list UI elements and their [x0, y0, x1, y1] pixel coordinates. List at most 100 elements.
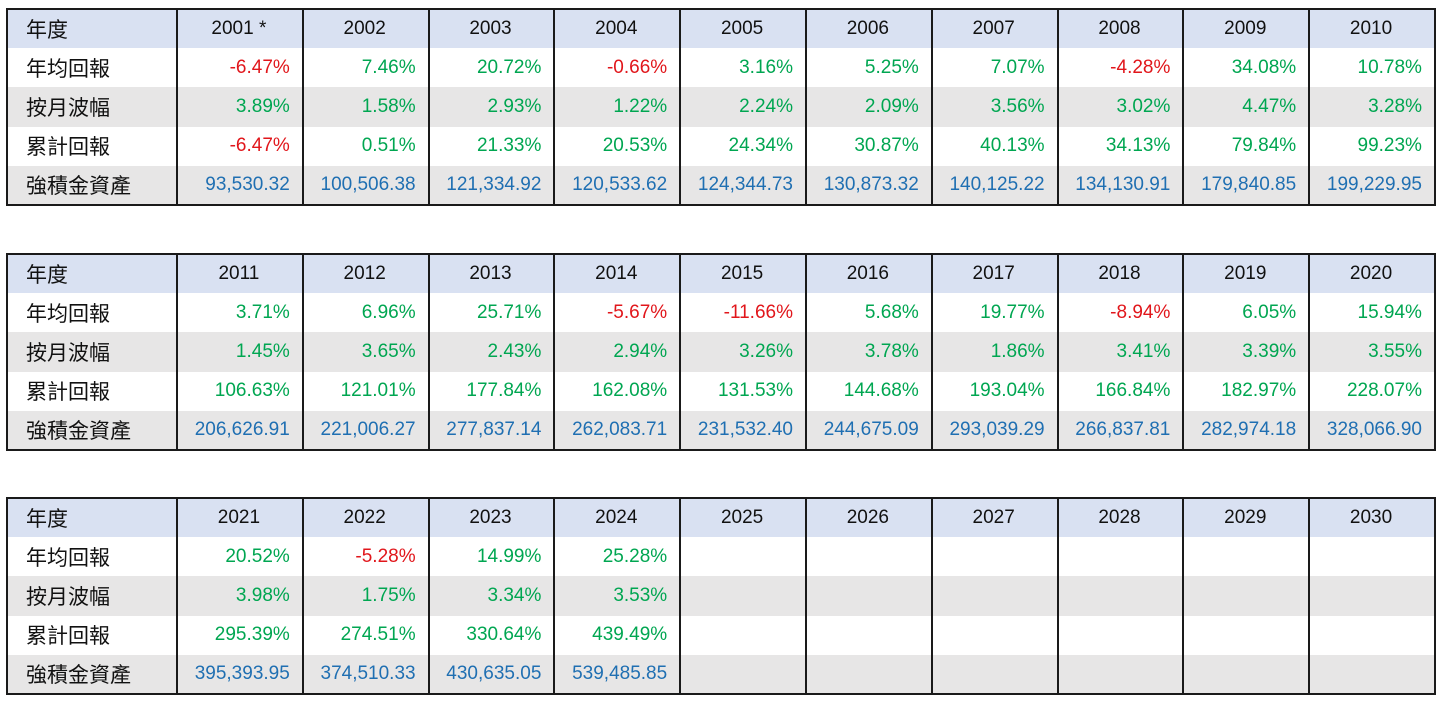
value-cell: 140,125.22: [931, 165, 1059, 205]
mpf-asset-row: 強積金資產 395,393.95 374,510.33 430,635.05 539,4…: [7, 654, 1435, 694]
value-cell: 231,532.40: [680, 410, 807, 450]
value-cell: 3.53%: [554, 576, 682, 616]
year-cell: 2015: [680, 254, 807, 294]
value-cell: 206,626.91: [177, 410, 304, 450]
year-cell: 2001 *: [177, 9, 304, 49]
value-cell: 177.84%: [428, 371, 556, 411]
value-cell: 2.24%: [680, 87, 807, 127]
value-cell: 131.53%: [680, 371, 807, 411]
value-cell: 244,675.09: [805, 410, 933, 450]
value-cell: 3.39%: [1183, 332, 1311, 372]
value-cell: 430,635.05: [428, 654, 556, 694]
value-cell: -6.47%: [177, 48, 304, 88]
value-cell: 277,837.14: [428, 410, 556, 450]
value-cell: 34.08%: [1183, 48, 1311, 88]
year-cell: 2027: [931, 498, 1059, 538]
year-cell: 2009: [1183, 9, 1311, 49]
row-label: 按月波幅: [7, 332, 178, 372]
year-cell: 2018: [1057, 254, 1185, 294]
value-cell: 106.63%: [177, 371, 304, 411]
value-cell: 2.09%: [805, 87, 933, 127]
value-cell: 293,039.29: [931, 410, 1059, 450]
value-cell: 134,130.91: [1057, 165, 1185, 205]
value-cell: 3.89%: [177, 87, 304, 127]
cumulative-return-row: 累計回報 106.63% 121.01% 177.84% 162.08% 131.53% 1…: [7, 371, 1435, 411]
value-cell: 3.26%: [680, 332, 807, 372]
value-cell: 182.97%: [1183, 371, 1311, 411]
row-label: 強積金資產: [7, 654, 178, 694]
value-cell: 19.77%: [931, 293, 1059, 333]
performance-table-2021-2030: 年度 2021 2022 2023 2024 2025 2026 2027 2028 2029 20…: [6, 497, 1436, 695]
annual-return-row: 年均回報 20.52% -5.28% 14.99% 25.28%: [7, 537, 1435, 577]
value-cell: [805, 576, 933, 616]
value-cell: 539,485.85: [554, 654, 682, 694]
value-cell: 3.56%: [931, 87, 1059, 127]
value-cell: 328,066.90: [1309, 410, 1435, 450]
value-cell: 120,533.62: [554, 165, 682, 205]
value-cell: 266,837.81: [1057, 410, 1185, 450]
year-cell: 2008: [1057, 9, 1185, 49]
mpf-asset-row: 強積金資產 93,530.32 100,506.38 121,334.92 120,53…: [7, 165, 1435, 205]
value-cell: [1057, 615, 1185, 655]
row-label: 年均回報: [7, 537, 178, 577]
value-cell: 99.23%: [1309, 126, 1435, 166]
value-cell: [1309, 654, 1435, 694]
value-cell: 121,334.92: [428, 165, 556, 205]
value-cell: [680, 654, 807, 694]
row-label: 累計回報: [7, 126, 178, 166]
year-cell: 2013: [428, 254, 556, 294]
value-cell: -8.94%: [1057, 293, 1185, 333]
year-cell: 2019: [1183, 254, 1311, 294]
row-label: 按月波幅: [7, 576, 178, 616]
row-label: 累計回報: [7, 615, 178, 655]
year-cell: 2006: [805, 9, 933, 49]
value-cell: 3.41%: [1057, 332, 1185, 372]
value-cell: 3.65%: [302, 332, 430, 372]
value-cell: 1.58%: [302, 87, 430, 127]
value-cell: 5.25%: [805, 48, 933, 88]
value-cell: 5.68%: [805, 293, 933, 333]
value-cell: 282,974.18: [1183, 410, 1311, 450]
year-cell: 2010: [1309, 9, 1435, 49]
value-cell: 15.94%: [1309, 293, 1435, 333]
value-cell: 2.43%: [428, 332, 556, 372]
value-cell: 2.94%: [554, 332, 682, 372]
row-label: 累計回報: [7, 371, 178, 411]
value-cell: -5.67%: [554, 293, 682, 333]
value-cell: 100,506.38: [302, 165, 430, 205]
value-cell: 395,393.95: [177, 654, 304, 694]
year-header-row: 年度 2011 2012 2013 2014 2015 2016 2017 2018 2019 20…: [7, 254, 1435, 294]
value-cell: 1.86%: [931, 332, 1059, 372]
value-cell: 10.78%: [1309, 48, 1435, 88]
year-cell: 2023: [428, 498, 556, 538]
value-cell: 199,229.95: [1309, 165, 1435, 205]
row-label: 強積金資產: [7, 165, 178, 205]
year-header-row: 年度 2021 2022 2023 2024 2025 2026 2027 2028 2029 20…: [7, 498, 1435, 538]
value-cell: [931, 576, 1059, 616]
value-cell: 162.08%: [554, 371, 682, 411]
value-cell: [805, 654, 933, 694]
value-cell: [680, 576, 807, 616]
value-cell: [931, 537, 1059, 577]
value-cell: 1.45%: [177, 332, 304, 372]
value-cell: [1057, 537, 1185, 577]
value-cell: 221,006.27: [302, 410, 430, 450]
year-cell: 2030: [1309, 498, 1435, 538]
year-header-row: 年度 2001 * 2002 2003 2004 2005 2006 2007 2008 2009…: [7, 9, 1435, 49]
value-cell: 3.78%: [805, 332, 933, 372]
value-cell: 2.93%: [428, 87, 556, 127]
value-cell: [680, 537, 807, 577]
value-cell: 295.39%: [177, 615, 304, 655]
value-cell: 144.68%: [805, 371, 933, 411]
year-cell: 2012: [302, 254, 430, 294]
value-cell: 3.98%: [177, 576, 304, 616]
value-cell: 0.51%: [302, 126, 430, 166]
year-cell: 2024: [554, 498, 682, 538]
value-cell: 330.64%: [428, 615, 556, 655]
value-cell: [1183, 576, 1311, 616]
value-cell: 6.96%: [302, 293, 430, 333]
value-cell: 79.84%: [1183, 126, 1311, 166]
value-cell: -5.28%: [302, 537, 430, 577]
value-cell: 3.71%: [177, 293, 304, 333]
year-cell: 2007: [931, 9, 1059, 49]
